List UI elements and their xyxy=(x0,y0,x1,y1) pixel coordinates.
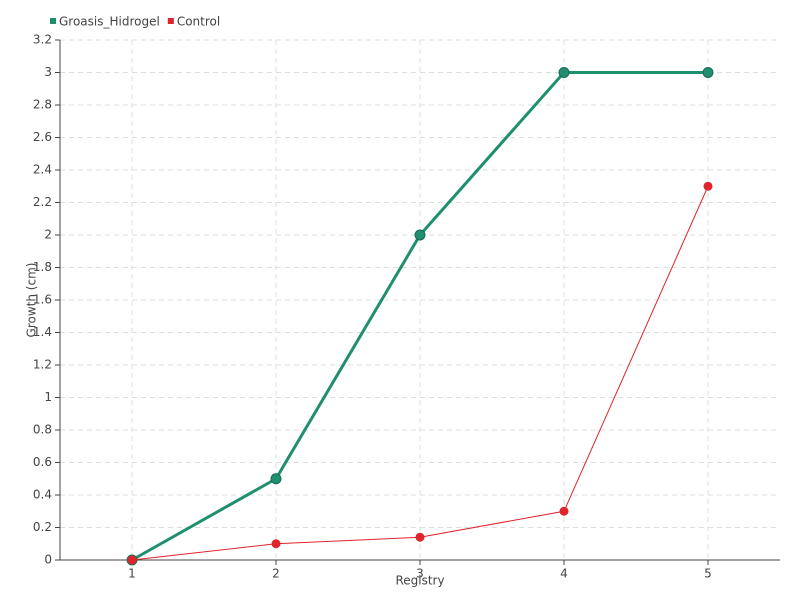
y-tick-label: 0.8 xyxy=(33,423,52,437)
y-tick-label: 1.2 xyxy=(33,358,52,372)
y-tick-label: 2 xyxy=(44,228,52,242)
series-line xyxy=(131,71,708,562)
y-tick-label: 0.6 xyxy=(33,455,52,469)
y-axis-label: Growth (cm) xyxy=(25,263,39,338)
legend-swatch xyxy=(50,18,56,24)
data-point xyxy=(414,229,426,241)
y-tick-label: 2.6 xyxy=(33,130,52,144)
y-tick-label: 0 xyxy=(44,553,52,567)
y-tick-label: 1.4 xyxy=(33,325,52,339)
y-tick-label: 1.8 xyxy=(33,260,52,274)
y-tick-label: 0.2 xyxy=(33,520,52,534)
legend-label: Control xyxy=(177,15,220,29)
y-tick-label: 3.2 xyxy=(33,33,52,47)
x-tick-label: 1 xyxy=(128,567,136,581)
x-tick-label: 2 xyxy=(272,567,280,581)
y-tick-label: 2.2 xyxy=(33,195,52,209)
x-tick-label: 3 xyxy=(416,567,424,581)
data-point xyxy=(702,67,714,78)
y-tick-label: 1 xyxy=(44,390,52,404)
data-point xyxy=(127,555,137,565)
x-axis-label: Registry xyxy=(395,574,444,588)
data-point xyxy=(559,506,569,516)
x-tick-label: 4 xyxy=(560,567,568,581)
y-tick-label: 1.6 xyxy=(33,293,52,307)
y-tick-label: 3 xyxy=(44,65,52,79)
data-point xyxy=(415,532,425,542)
legend-swatch xyxy=(167,18,174,24)
x-tick-label: 5 xyxy=(704,567,712,581)
data-point xyxy=(558,67,570,78)
data-point xyxy=(271,539,281,549)
y-tick-label: 2.8 xyxy=(33,98,52,112)
data-point xyxy=(270,473,282,485)
y-tick-label: 2.4 xyxy=(33,163,52,177)
y-tick-label: 0.4 xyxy=(33,488,52,502)
legend-label: Groasis_Hidrogel xyxy=(59,15,160,29)
data-point xyxy=(703,181,713,191)
